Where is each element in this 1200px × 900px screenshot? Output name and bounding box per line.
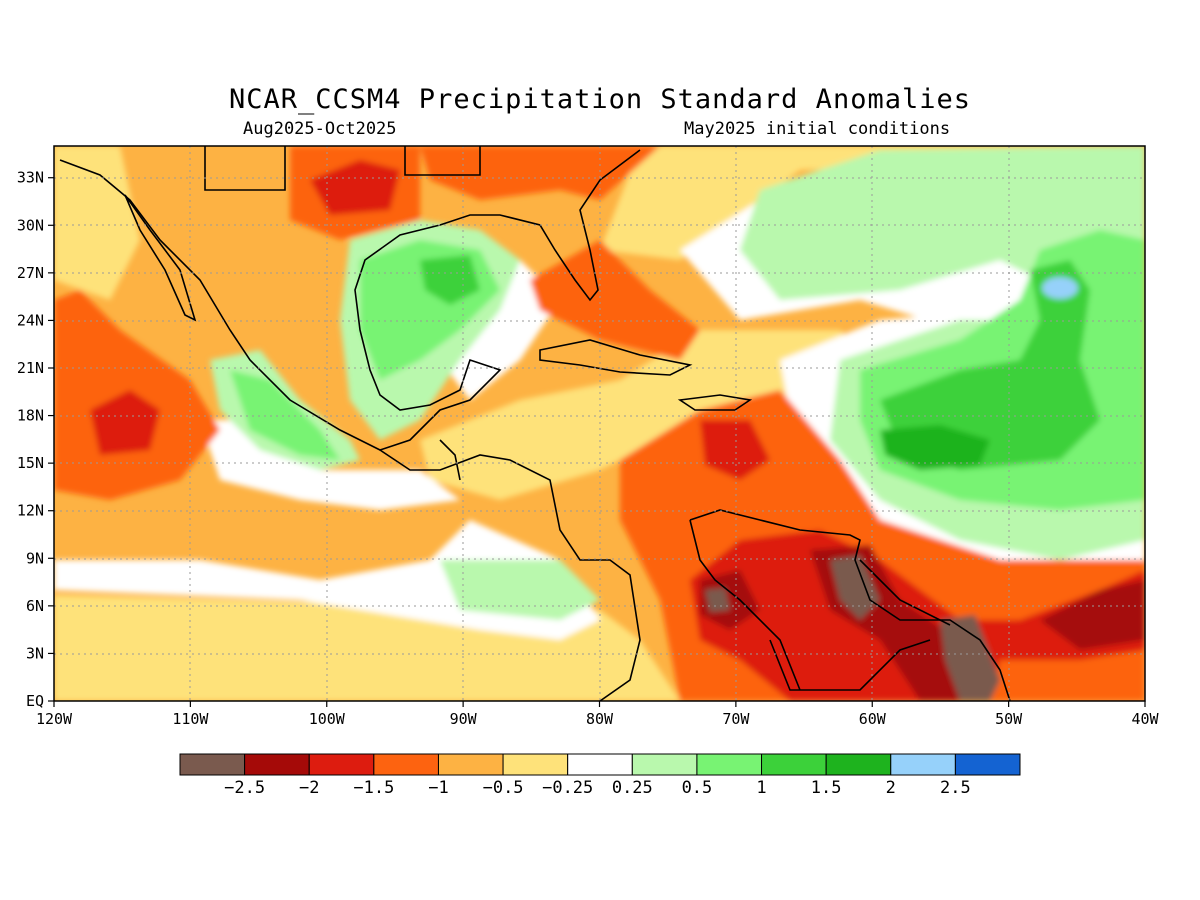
lat-label: 30N — [17, 216, 44, 234]
forecast-period: Aug2025-Oct2025 — [243, 119, 397, 139]
anomaly-field — [54, 146, 1145, 701]
anomaly-region — [90, 390, 160, 455]
lon-label: 120W — [36, 710, 73, 728]
lon-label: 50W — [995, 710, 1023, 728]
colorbar-swatch — [761, 753, 827, 776]
anomaly-region — [310, 160, 400, 215]
lat-label: 6N — [26, 597, 44, 615]
colorbar-swatch — [502, 753, 569, 776]
lon-label: 80W — [586, 710, 614, 728]
anomaly-region — [1042, 277, 1078, 299]
colorbar: −2.5 −2 −1.5 −1 −0.5 −0.25 0.25 0.5 1 1.5 2 2.5 — [179, 753, 1021, 798]
anomaly-region — [830, 555, 880, 620]
colorbar-swatch — [437, 753, 504, 776]
colorbar-swatch — [308, 753, 375, 776]
colorbar-label: −2.5 — [224, 778, 265, 798]
lat-label: 24N — [17, 311, 44, 329]
lat-label: 21N — [17, 359, 44, 377]
colorbar-label: 2.5 — [940, 778, 971, 798]
colorbar-swatch — [696, 753, 763, 776]
lat-label: 27N — [17, 264, 44, 282]
lat-label: 33N — [17, 169, 44, 187]
lat-label: 9N — [26, 549, 44, 567]
lon-label: 70W — [722, 710, 750, 728]
anomaly-region — [420, 330, 900, 500]
anomaly-region — [880, 260, 1100, 470]
colorbar-label: −0.25 — [542, 778, 593, 798]
anomaly-region — [530, 240, 700, 360]
lon-label: 90W — [450, 710, 478, 728]
anomaly-region — [420, 255, 480, 305]
colorbar-label: 0.5 — [682, 778, 713, 798]
colorbar-swatch — [825, 753, 892, 776]
graticule — [54, 146, 1145, 701]
colorbar-label: 1 — [756, 778, 766, 798]
lon-label: 110W — [172, 710, 209, 728]
lat-label: 3N — [26, 644, 44, 662]
colorbar-label: −1.5 — [353, 778, 394, 798]
anomaly-region — [54, 146, 140, 300]
anomaly-region — [1040, 580, 1145, 650]
initial-conditions: May2025 initial conditions — [684, 119, 951, 139]
lon-label: 60W — [859, 710, 887, 728]
latitude-axis: 33N 30N 27N 24N 21N 18N 15N 12N 9N 6N 3N EQ — [17, 169, 54, 710]
colorbar-label: −0.5 — [483, 778, 524, 798]
anomaly-region — [700, 420, 770, 480]
lat-label: 18N — [17, 407, 44, 425]
colorbar-label: 0.25 — [612, 778, 653, 798]
map-title: NCAR_CCSM4 Precipitation Standard Anomal… — [229, 84, 971, 115]
longitude-axis: 120W 110W 100W 90W 80W 70W 60W 50W 40W — [36, 701, 1160, 728]
anomaly-region — [440, 560, 600, 620]
colorbar-label: 2 — [886, 778, 896, 798]
colorbar-swatch — [567, 753, 633, 776]
anomaly-region — [880, 425, 990, 470]
anomaly-region — [705, 588, 730, 612]
colorbar-swatch — [179, 753, 246, 776]
lat-label: EQ — [26, 692, 44, 710]
colorbar-label: −2 — [299, 778, 319, 798]
lat-label: 15N — [17, 454, 44, 472]
colorbar-label: 1.5 — [811, 778, 842, 798]
coastlines — [59, 146, 1011, 701]
anomaly-region — [700, 570, 760, 630]
lat-label: 12N — [17, 502, 44, 520]
colorbar-swatch — [631, 753, 698, 776]
colorbar-swatch — [244, 753, 310, 776]
colorbar-swatch — [954, 753, 1021, 776]
colorbar-label: −1 — [428, 778, 448, 798]
anomaly-region — [600, 146, 1145, 260]
lon-label: 40W — [1131, 710, 1159, 728]
anomaly-region — [230, 370, 340, 460]
anomaly-region — [940, 615, 1000, 701]
colorbar-swatch — [373, 753, 439, 776]
lon-label: 100W — [309, 710, 346, 728]
colorbar-swatch — [890, 753, 956, 776]
